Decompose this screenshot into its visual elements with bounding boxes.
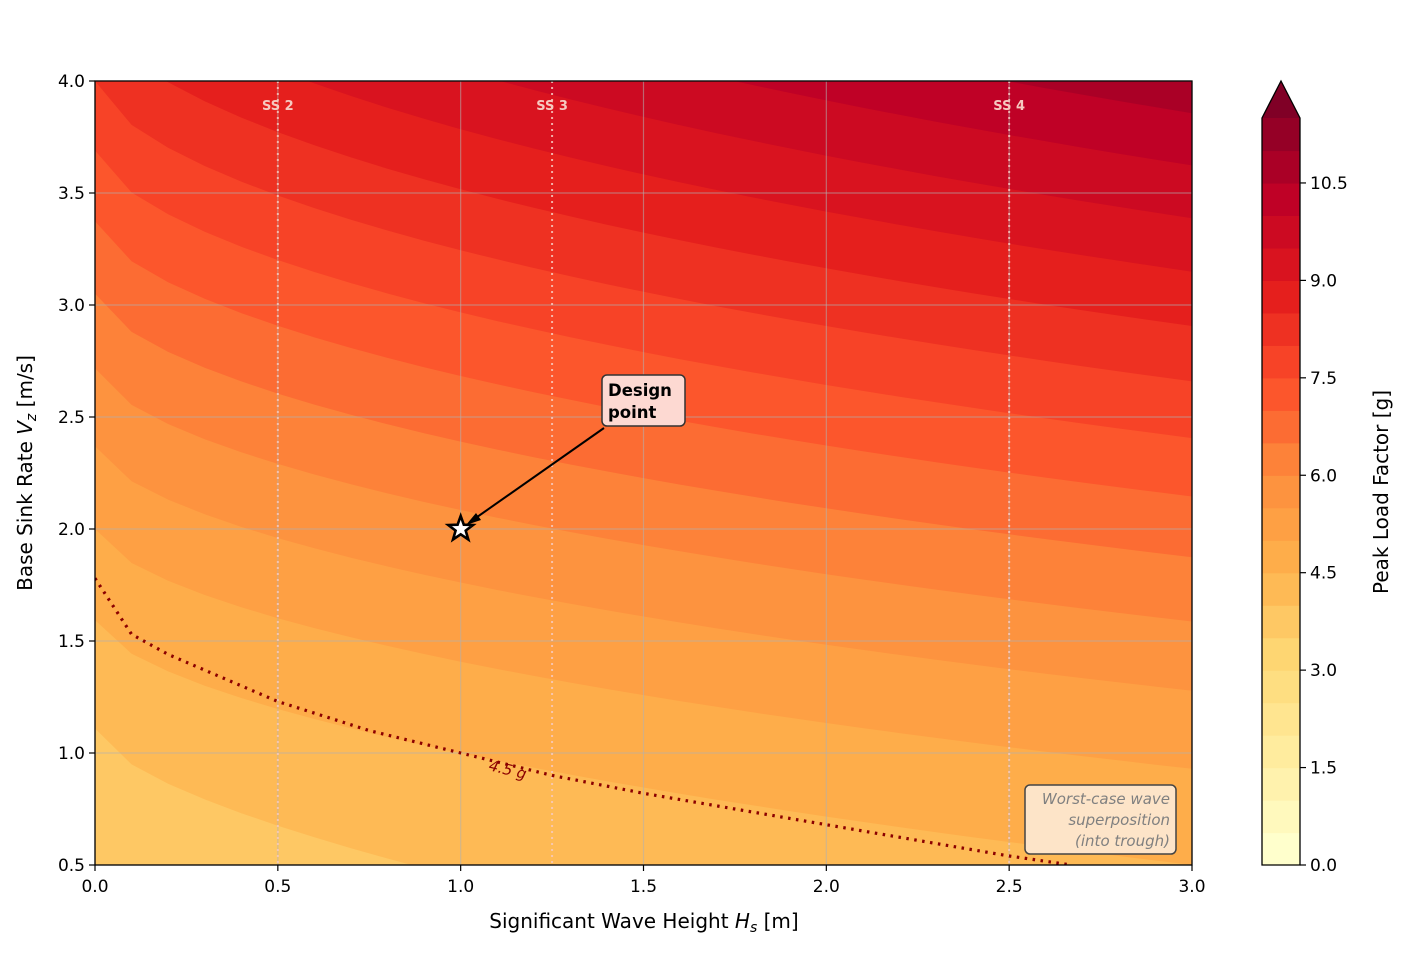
colorbar: 0.0 1.5 3.0 4.5 6.0 7.5 9.0 10.5 <box>1261 79 1348 876</box>
y-tick-label: 3.0 <box>58 296 85 316</box>
colorbar-band <box>1262 832 1300 866</box>
contour-band <box>734 81 1192 166</box>
colorbar-tick-label: 0.0 <box>1310 856 1337 876</box>
colorbar-band <box>1262 767 1300 801</box>
x-axis-label: Significant Wave Height Hs [m] <box>489 909 798 936</box>
colorbar-band <box>1262 637 1300 671</box>
sea-state-label: SS 2 <box>262 99 294 114</box>
colorbar-band <box>1262 280 1300 314</box>
y-axis-label: Base Sink Rate Vz [m/s] <box>13 355 40 591</box>
x-tick-label: 2.0 <box>813 877 840 897</box>
colorbar-tick-label: 10.5 <box>1310 174 1348 194</box>
sea-state-lines: SS 2 SS 3 SS 4 <box>262 81 1025 865</box>
x-tick-label: 1.0 <box>447 877 474 897</box>
colorbar-band <box>1262 670 1300 704</box>
contour-band <box>95 59 1192 76</box>
y-tick-label: 4.0 <box>58 72 85 92</box>
colorbar-band <box>1262 215 1300 249</box>
colorbar-band <box>1262 118 1300 152</box>
colorbar-band <box>1262 572 1300 606</box>
colorbar-tick-label: 6.0 <box>1310 466 1337 486</box>
y-tick-label: 1.0 <box>58 744 85 764</box>
y-axis-ticks: 0.5 1.0 1.5 2.0 2.5 3.0 3.5 4.0 <box>58 72 95 876</box>
y-tick-label: 3.5 <box>58 184 85 204</box>
colorbar-band <box>1262 507 1300 541</box>
y-tick-label: 2.0 <box>58 520 85 540</box>
colorbar-band <box>1262 377 1300 411</box>
colorbar-tick-label: 1.5 <box>1310 759 1337 779</box>
colorbar-band <box>1262 540 1300 574</box>
colorbar-band <box>1262 182 1300 217</box>
sea-state-label: SS 4 <box>993 99 1025 114</box>
contour-band <box>1006 81 1192 114</box>
design-point-star-icon <box>444 512 477 543</box>
contour-line-4-5g <box>95 577 1072 865</box>
x-axis-ticks: 0.0 0.5 1.0 1.5 2.0 2.5 3.0 <box>81 865 1206 897</box>
colorbar-tick-label: 4.5 <box>1310 564 1337 584</box>
annotation-arrow <box>469 427 605 523</box>
colorbar-band <box>1262 702 1300 736</box>
sea-state-label: SS 3 <box>536 99 568 114</box>
colorbar-band <box>1262 475 1300 509</box>
colorbar-band <box>1262 442 1300 476</box>
colorbar-extend-arrow <box>1262 81 1300 118</box>
design-point-label: Design point <box>608 381 672 422</box>
x-tick-label: 0.5 <box>264 877 291 897</box>
colorbar-label: Peak Load Factor [g] <box>1369 390 1393 594</box>
note-text: Worst-case wave superposition (into trough… <box>1042 790 1170 850</box>
colorbar-tick-label: 9.0 <box>1310 271 1337 291</box>
y-tick-label: 2.5 <box>58 408 85 428</box>
x-tick-label: 0.0 <box>81 877 108 897</box>
contour-band <box>95 59 1192 76</box>
colorbar-band <box>1262 800 1300 834</box>
arrow-head <box>466 513 481 525</box>
y-tick-label: 0.5 <box>58 856 85 876</box>
x-tick-label: 1.5 <box>630 877 657 897</box>
colorbar-tick-label: 7.5 <box>1310 369 1337 389</box>
colorbar-band <box>1262 410 1300 444</box>
note-box <box>1024 784 1177 855</box>
colorbar-tick-label: 3.0 <box>1310 661 1337 681</box>
x-tick-label: 2.5 <box>996 877 1023 897</box>
design-point-label-box <box>601 374 686 427</box>
colorbar-outline <box>1261 79 1301 866</box>
colorbar-band <box>1262 605 1300 639</box>
colorbar-band <box>1262 312 1300 346</box>
colorbar-band <box>1262 150 1300 184</box>
colorbar-band <box>1262 345 1300 379</box>
y-tick-label: 1.5 <box>58 632 85 652</box>
colorbar-band <box>1262 247 1300 281</box>
x-tick-label: 3.0 <box>1178 877 1205 897</box>
colorbar-band <box>1262 735 1300 769</box>
